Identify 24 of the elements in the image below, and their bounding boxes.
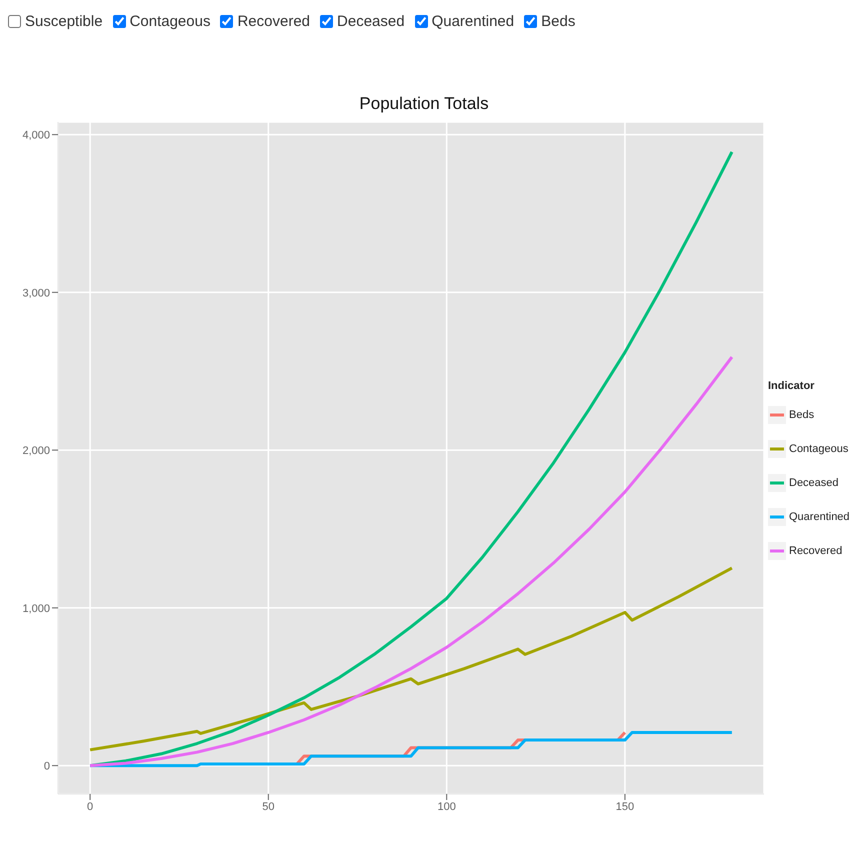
line-series: [88, 356, 734, 768]
legend-label: Recovered: [789, 545, 842, 557]
text: Beds: [541, 12, 576, 30]
text: Contageous: [130, 12, 210, 30]
legend-label: Quarentined: [789, 511, 850, 523]
y-tick-label: 3,000: [22, 287, 50, 300]
x-tick-label: 100: [437, 800, 456, 813]
chart-title: Population Totals: [358, 94, 490, 114]
text: Susceptible: [25, 12, 103, 30]
legend-label: Beds: [789, 409, 814, 421]
legend-label: Deceased: [789, 477, 839, 489]
y-tick-label: 0: [44, 760, 50, 773]
x-tick-label: 50: [262, 800, 274, 813]
y-tick-label: 4,000: [22, 130, 50, 142]
legend-title: Indicator: [768, 380, 816, 392]
x-tick-label: 150: [616, 800, 634, 813]
x-tick-label: 0: [87, 800, 94, 813]
text: Recovered: [237, 12, 310, 30]
legend-label: Contageous: [789, 443, 848, 455]
y-tick-label: 2,000: [22, 445, 50, 458]
text: Quarentined: [432, 12, 514, 30]
text: Deceased: [337, 12, 405, 30]
y-tick-label: 1,000: [22, 602, 50, 615]
line-series: [88, 566, 734, 752]
